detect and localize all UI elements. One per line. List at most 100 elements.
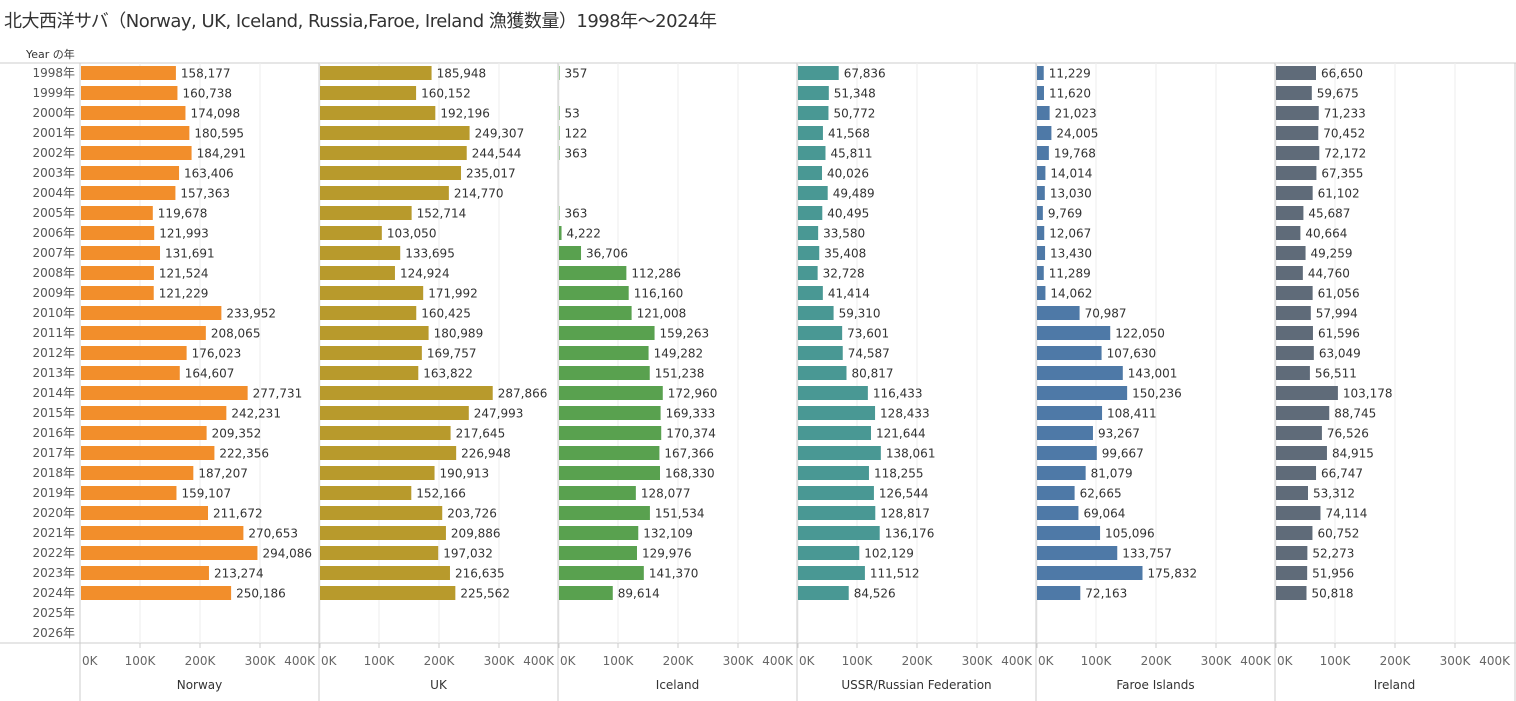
bar — [1037, 486, 1075, 500]
data-label: 52,273 — [1312, 547, 1354, 561]
data-label: 133,757 — [1122, 547, 1172, 561]
bar — [81, 166, 180, 180]
bar — [559, 566, 644, 580]
data-label: 61,596 — [1318, 327, 1360, 341]
data-label: 50,818 — [1311, 587, 1353, 601]
data-label: 363 — [565, 207, 588, 221]
data-label: 111,512 — [870, 567, 920, 581]
bar — [798, 486, 874, 500]
data-label: 67,836 — [844, 67, 886, 81]
bar — [1276, 506, 1321, 520]
year-label: 2026年 — [32, 626, 75, 640]
x-tick-label: 200K — [1141, 654, 1173, 668]
data-label: 169,757 — [427, 347, 477, 361]
data-label: 250,186 — [236, 587, 286, 601]
data-label: 14,014 — [1050, 167, 1092, 181]
bar — [81, 566, 209, 580]
data-label: 138,061 — [886, 447, 936, 461]
data-label: 69,064 — [1083, 507, 1125, 521]
x-tick-label: 400K — [1001, 654, 1033, 668]
data-label: 118,255 — [874, 467, 924, 481]
data-label: 13,430 — [1050, 247, 1092, 261]
data-label: 163,406 — [184, 167, 234, 181]
bar — [1037, 206, 1043, 220]
data-label: 160,152 — [421, 87, 471, 101]
data-label: 126,544 — [879, 487, 929, 501]
bar — [320, 486, 412, 500]
year-label: 2023年 — [32, 566, 75, 580]
x-tick-label: 0K — [1277, 654, 1294, 668]
panel-label: USSR/Russian Federation — [841, 678, 991, 692]
year-label: 2021年 — [32, 526, 75, 540]
data-label: 270,653 — [248, 527, 298, 541]
data-label: 45,687 — [1308, 207, 1350, 221]
data-label: 176,023 — [192, 347, 242, 361]
bar — [798, 126, 823, 140]
bar — [320, 426, 451, 440]
bar — [1276, 346, 1314, 360]
data-label: 4,222 — [567, 227, 601, 241]
data-label: 45,811 — [830, 147, 872, 161]
bar — [81, 586, 232, 600]
bar — [1037, 166, 1046, 180]
data-label: 141,370 — [649, 567, 699, 581]
bar — [320, 226, 382, 240]
data-label: 164,607 — [185, 367, 235, 381]
bar — [81, 86, 178, 100]
bar — [1276, 66, 1316, 80]
year-label: 2019年 — [32, 486, 75, 500]
bar — [798, 166, 823, 180]
x-tick-label: 0K — [799, 654, 816, 668]
year-label: 2010年 — [32, 306, 75, 320]
x-tick-label: 400K — [523, 654, 555, 668]
bar — [81, 246, 161, 260]
x-tick-label: 0K — [321, 654, 338, 668]
bar — [81, 486, 177, 500]
data-label: 158,177 — [181, 67, 231, 81]
data-label: 287,866 — [498, 387, 548, 401]
bar — [81, 226, 155, 240]
data-label: 170,374 — [666, 427, 716, 441]
x-tick-label: 100K — [125, 654, 157, 668]
data-label: 61,056 — [1318, 287, 1360, 301]
data-label: 66,747 — [1321, 467, 1363, 481]
bar — [1276, 86, 1312, 100]
x-tick-label: 300K — [962, 654, 994, 668]
data-label: 41,414 — [828, 287, 870, 301]
bar — [559, 206, 560, 220]
data-label: 84,915 — [1332, 447, 1374, 461]
bar — [1037, 306, 1080, 320]
data-label: 61,102 — [1318, 187, 1360, 201]
bar — [1276, 386, 1338, 400]
data-label: 60,752 — [1317, 527, 1359, 541]
data-label: 9,769 — [1048, 207, 1082, 221]
bar — [1276, 326, 1313, 340]
data-label: 157,363 — [180, 187, 230, 201]
data-label: 151,534 — [655, 507, 705, 521]
bar — [1276, 206, 1304, 220]
data-label: 131,691 — [165, 247, 215, 261]
bar — [1276, 126, 1319, 140]
data-label: 71,233 — [1324, 107, 1366, 121]
data-label: 213,274 — [214, 567, 264, 581]
data-label: 143,001 — [1128, 367, 1178, 381]
bar — [320, 146, 467, 160]
bar — [798, 306, 834, 320]
x-tick-label: 200K — [1380, 654, 1412, 668]
bar — [1276, 486, 1308, 500]
data-label: 40,664 — [1305, 227, 1347, 241]
bar — [559, 406, 661, 420]
bar — [559, 466, 660, 480]
data-label: 167,366 — [664, 447, 714, 461]
bar — [1037, 386, 1128, 400]
bar — [320, 406, 469, 420]
data-label: 121,644 — [876, 427, 926, 441]
bar — [798, 246, 820, 260]
data-label: 56,511 — [1315, 367, 1357, 381]
data-label: 159,263 — [660, 327, 710, 341]
x-tick-label: 400K — [1240, 654, 1272, 668]
data-label: 226,948 — [461, 447, 511, 461]
bar — [1276, 306, 1311, 320]
bar — [1037, 466, 1086, 480]
bar — [1037, 346, 1102, 360]
